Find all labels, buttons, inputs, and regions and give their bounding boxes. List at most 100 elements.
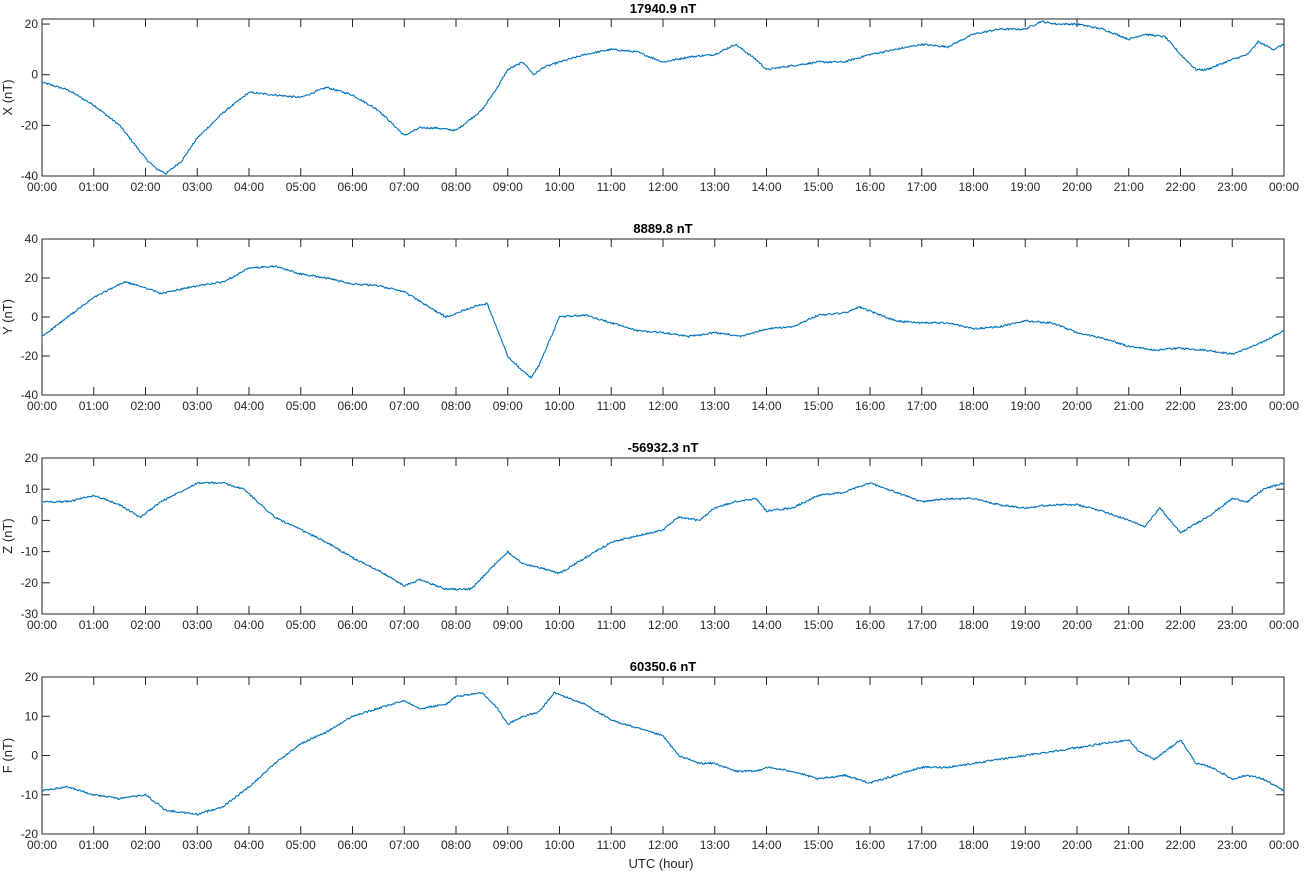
y-tick-label: 10 bbox=[25, 709, 39, 723]
plot-frame bbox=[41, 457, 1285, 615]
x-tick-label: 17:00 bbox=[907, 838, 937, 852]
x-tick-label: 14:00 bbox=[751, 838, 781, 852]
x-tick-label: 17:00 bbox=[907, 399, 937, 413]
x-tick-label: 00:00 bbox=[27, 399, 57, 413]
x-tick-label: 06:00 bbox=[337, 399, 367, 413]
x-tick-label: 06:00 bbox=[337, 180, 367, 194]
plot-frame bbox=[41, 238, 1285, 396]
x-tick-label: 10:00 bbox=[544, 618, 574, 632]
x-tick-label: 20:00 bbox=[1062, 180, 1092, 194]
x-tick-label: 06:00 bbox=[337, 618, 367, 632]
x-tick-label: 10:00 bbox=[544, 838, 574, 852]
x-tick-label: 09:00 bbox=[493, 838, 523, 852]
plot-frame bbox=[41, 676, 1285, 835]
y-tick-label: -20 bbox=[21, 118, 39, 132]
x-tick-label: 10:00 bbox=[544, 180, 574, 194]
x-tick-label: 09:00 bbox=[493, 618, 523, 632]
x-tick-label: 19:00 bbox=[1010, 838, 1040, 852]
x-tick-label: 23:00 bbox=[1217, 618, 1247, 632]
y-tick-label: 0 bbox=[31, 68, 38, 82]
subplot-4: 60350.6 nT F (nT) 00:00 01:00 02:00 03:00 04:0… bbox=[0, 659, 1299, 852]
x-tick-label: 20:00 bbox=[1062, 838, 1092, 852]
x-tick-label: 17:00 bbox=[907, 618, 937, 632]
plot-frame bbox=[41, 18, 1285, 177]
chart-title: 60350.6 nT bbox=[630, 659, 697, 674]
x-tick-label: 09:00 bbox=[493, 180, 523, 194]
x-tick-label: 04:00 bbox=[234, 399, 264, 413]
x-tick-label: 19:00 bbox=[1010, 399, 1040, 413]
x-tick-label: 13:00 bbox=[700, 618, 730, 632]
x-tick-label: 15:00 bbox=[803, 180, 833, 194]
y-tick-label: 20 bbox=[25, 17, 39, 31]
x-tick-label: 01:00 bbox=[79, 838, 109, 852]
x-tick-label: 00:00 bbox=[1269, 180, 1299, 194]
y-axis-label: X (nT) bbox=[0, 79, 15, 115]
y-axis-label: Y (nT) bbox=[0, 299, 15, 335]
y-tick-label: -40 bbox=[21, 169, 39, 183]
x-tick-label: 08:00 bbox=[441, 399, 471, 413]
x-tick-label: 01:00 bbox=[79, 399, 109, 413]
x-tick-label: 22:00 bbox=[1165, 618, 1195, 632]
x-tick-label: 08:00 bbox=[441, 180, 471, 194]
x-tick-label: 08:00 bbox=[441, 838, 471, 852]
x-tick-label: 12:00 bbox=[648, 399, 678, 413]
x-tick-label: 22:00 bbox=[1165, 180, 1195, 194]
chart-title: 8889.8 nT bbox=[633, 221, 692, 236]
x-tick-label: 03:00 bbox=[182, 838, 212, 852]
x-tick-label: 11:00 bbox=[597, 180, 626, 194]
x-tick-label: 08:00 bbox=[441, 618, 471, 632]
x-tick-label: 15:00 bbox=[803, 838, 833, 852]
y-axis-label: F (nT) bbox=[0, 738, 15, 773]
x-tick-label: 12:00 bbox=[648, 180, 678, 194]
series-line bbox=[41, 481, 1285, 591]
x-tick-label: 14:00 bbox=[751, 399, 781, 413]
y-tick-label: 0 bbox=[31, 749, 38, 763]
y-tick-label: -10 bbox=[21, 788, 39, 802]
x-tick-label: 19:00 bbox=[1010, 618, 1040, 632]
x-tick-label: 18:00 bbox=[958, 838, 988, 852]
x-tick-label: 12:00 bbox=[648, 838, 678, 852]
x-tick-label: 02:00 bbox=[130, 838, 160, 852]
x-tick-label: 13:00 bbox=[700, 838, 730, 852]
x-tick-label: 21:00 bbox=[1114, 180, 1144, 194]
x-tick-label: 16:00 bbox=[855, 399, 885, 413]
x-tick-label: 22:00 bbox=[1165, 399, 1195, 413]
y-tick-label: -20 bbox=[21, 827, 39, 841]
x-tick-label: 04:00 bbox=[234, 618, 264, 632]
x-tick-label: 23:00 bbox=[1217, 180, 1247, 194]
x-tick-label: 15:00 bbox=[803, 618, 833, 632]
series-line bbox=[41, 691, 1285, 816]
subplot-3: -56932.3 nT Z (nT) 00:00 01:00 02:00 03:00 04:… bbox=[0, 440, 1299, 632]
series-line bbox=[41, 20, 1285, 175]
x-tick-label: 03:00 bbox=[182, 399, 212, 413]
x-tick-label: 11:00 bbox=[597, 399, 626, 413]
y-tick-label: 20 bbox=[25, 451, 39, 465]
x-tick-label: 11:00 bbox=[597, 838, 626, 852]
x-tick-label: 05:00 bbox=[286, 180, 316, 194]
y-tick-label: -40 bbox=[21, 388, 39, 402]
x-tick-label: 02:00 bbox=[130, 180, 160, 194]
x-tick-label: 01:00 bbox=[79, 180, 109, 194]
y-axis-label: Z (nT) bbox=[0, 518, 15, 553]
x-tick-label: 22:00 bbox=[1165, 838, 1195, 852]
x-tick-label: 19:00 bbox=[1010, 180, 1040, 194]
x-tick-label: 18:00 bbox=[958, 618, 988, 632]
series-line bbox=[41, 265, 1284, 379]
y-tick-label: -10 bbox=[21, 545, 39, 559]
x-tick-label: 18:00 bbox=[958, 180, 988, 194]
y-tick-label: -20 bbox=[21, 576, 39, 590]
y-tick-label: -20 bbox=[21, 349, 39, 363]
y-tick-label: 20 bbox=[25, 271, 39, 285]
x-tick-label: 16:00 bbox=[855, 618, 885, 632]
x-tick-label: 00:00 bbox=[27, 180, 57, 194]
x-tick-label: 01:00 bbox=[79, 618, 109, 632]
y-tick-label: 40 bbox=[25, 232, 39, 246]
x-tick-label: 21:00 bbox=[1114, 838, 1144, 852]
x-tick-label: 07:00 bbox=[389, 838, 419, 852]
x-tick-label: 20:00 bbox=[1062, 618, 1092, 632]
x-tick-label: 02:00 bbox=[130, 618, 160, 632]
chart-title: -56932.3 nT bbox=[628, 440, 699, 455]
x-tick-label: 00:00 bbox=[1269, 838, 1299, 852]
x-tick-label: 13:00 bbox=[700, 180, 730, 194]
